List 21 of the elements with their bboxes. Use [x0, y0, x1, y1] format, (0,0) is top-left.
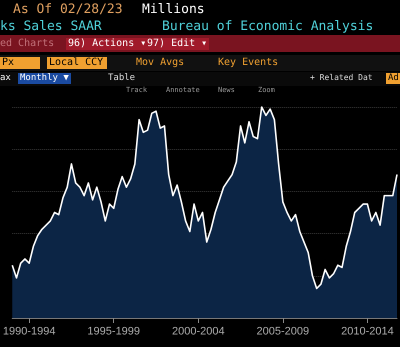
text: ed Charts — [0, 38, 54, 50]
text: Bureau of Economic Analysis — [162, 19, 374, 35]
text: Key Events — [218, 57, 278, 69]
text: Millions — [142, 2, 205, 18]
x-tick-label: 2005-2009 — [256, 326, 310, 338]
text: Monthly ▼ — [18, 73, 71, 84]
text: Mov Avgs — [136, 57, 184, 69]
text: + Related Dat — [310, 73, 373, 83]
x-tick-label: 1995-1999 — [87, 326, 140, 338]
chart-title: ks Sales SAAR — [0, 19, 102, 35]
text: Local CCY — [47, 57, 107, 69]
text: Ad — [386, 73, 400, 84]
text: 97) Edit ▾ — [145, 38, 210, 50]
text: 96) Actions ▾ — [66, 38, 148, 50]
text: As Of 02/28/23 — [13, 2, 123, 18]
x-tick-label: 1990-1994 — [2, 326, 56, 338]
text: Table — [108, 73, 136, 84]
x-tick-label: 2000-2004 — [172, 326, 225, 338]
text: ax — [0, 73, 11, 84]
x-tick-label: 2010-2014 — [341, 326, 394, 338]
text: Px — [0, 57, 40, 69]
